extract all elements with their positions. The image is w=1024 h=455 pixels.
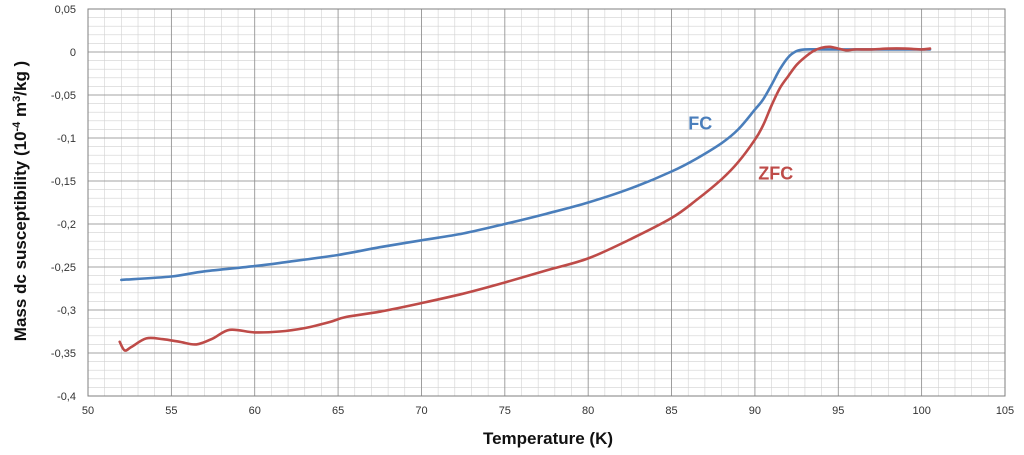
y-tick-label: -0,1 [57,133,76,145]
x-tick-label: 60 [249,405,261,417]
y-tick-label: 0 [70,47,76,59]
x-axis-title: Temperature (K) [483,429,613,448]
series-label-fc: FC [688,113,712,133]
x-tick-label: 55 [165,405,177,417]
series-label-zfc: ZFC [758,163,793,183]
y-tick-label: -0,3 [57,305,76,317]
y-tick-label: -0,05 [51,90,76,102]
y-tick-label: -0,2 [57,219,76,231]
y-tick-label: -0,35 [51,348,76,360]
series-line-zfc [118,45,932,352]
series-labels: FC ZFC [688,113,793,183]
x-tick-label: 90 [749,405,761,417]
y-tick-label: -0,25 [51,262,76,274]
x-tick-label: 65 [332,405,344,417]
y-tick-label: -0,4 [57,391,76,403]
series-line-fc [120,47,932,282]
y-tick-label: 0,05 [55,4,76,16]
x-tick-label: 75 [499,405,511,417]
x-tick-label: 70 [415,405,427,417]
x-tick-label: 105 [996,405,1014,417]
tick-labels: 50 55 60 65 70 75 80 85 90 95 100 105 0,05 0 -0,05 -0,1… [51,4,1014,417]
x-tick-label: 80 [582,405,594,417]
grid [87,8,1006,397]
x-tick-label: 85 [665,405,677,417]
y-tick-label: -0,15 [51,176,76,188]
x-tick-label: 100 [912,405,930,417]
series-lines [118,45,932,352]
x-tick-label: 95 [832,405,844,417]
y-axis-title: Mass dc susceptibility (10-4 m3/kg ) [11,61,30,341]
plot-area-border [87,8,1006,397]
x-tick-label: 50 [82,405,94,417]
